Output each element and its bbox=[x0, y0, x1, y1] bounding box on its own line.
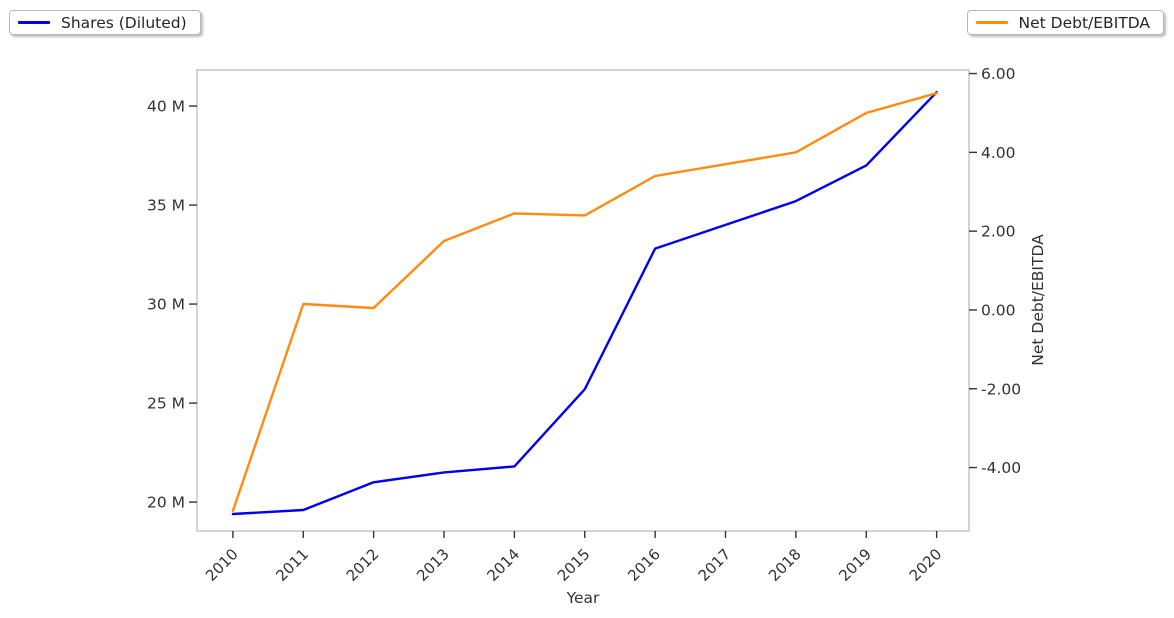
right-axis-tick-label: 4.00 bbox=[981, 144, 1016, 162]
legend-shares-label: Shares (Diluted) bbox=[61, 13, 187, 32]
right-axis-tick-label: -2.00 bbox=[981, 380, 1021, 398]
left-axis-tick-label: 40 M bbox=[147, 98, 185, 116]
right-axis-tick-label: 0.00 bbox=[981, 301, 1016, 319]
right-axis-tick-label: -4.00 bbox=[981, 459, 1021, 477]
x-axis-tick-label: 2010 bbox=[202, 545, 242, 585]
legend-netdebt-label: Net Debt/EBITDA bbox=[1018, 13, 1150, 32]
netdebt-line-swatch bbox=[975, 21, 1008, 24]
x-axis-tick-label: 2011 bbox=[272, 545, 312, 585]
right-axis-tick-label: 2.00 bbox=[981, 223, 1016, 241]
left-axis-tick-label: 20 M bbox=[147, 494, 185, 512]
right-y-axis-title: Net Debt/EBITDA bbox=[1029, 234, 1047, 366]
left-axis-tick-label: 30 M bbox=[147, 296, 185, 314]
legend-netdebt: Net Debt/EBITDA bbox=[966, 10, 1164, 35]
series-line-left bbox=[231, 90, 938, 516]
plot-border bbox=[196, 69, 970, 532]
x-axis-title: Year bbox=[566, 589, 600, 607]
left-axis-tick-label: 25 M bbox=[147, 395, 185, 413]
x-axis-tick-label: 2015 bbox=[554, 545, 594, 585]
x-axis-tick-label: 2012 bbox=[343, 545, 383, 585]
x-axis-tick-label: 2017 bbox=[695, 545, 735, 585]
left-axis-tick-label: 35 M bbox=[147, 197, 185, 215]
x-axis-tick-label: 2018 bbox=[765, 545, 805, 585]
right-axis-tick-label: 6.00 bbox=[981, 65, 1016, 83]
series-line-right bbox=[231, 91, 938, 513]
shares-line-swatch bbox=[18, 21, 50, 24]
x-axis-tick-label: 2013 bbox=[413, 545, 453, 585]
x-axis-tick-label: 2016 bbox=[624, 545, 664, 585]
x-axis-tick-label: 2019 bbox=[835, 545, 875, 585]
legend-shares: Shares (Diluted) bbox=[9, 10, 201, 35]
x-axis-tick-label: 2014 bbox=[483, 545, 523, 585]
x-axis-tick-label: 2020 bbox=[906, 545, 946, 585]
